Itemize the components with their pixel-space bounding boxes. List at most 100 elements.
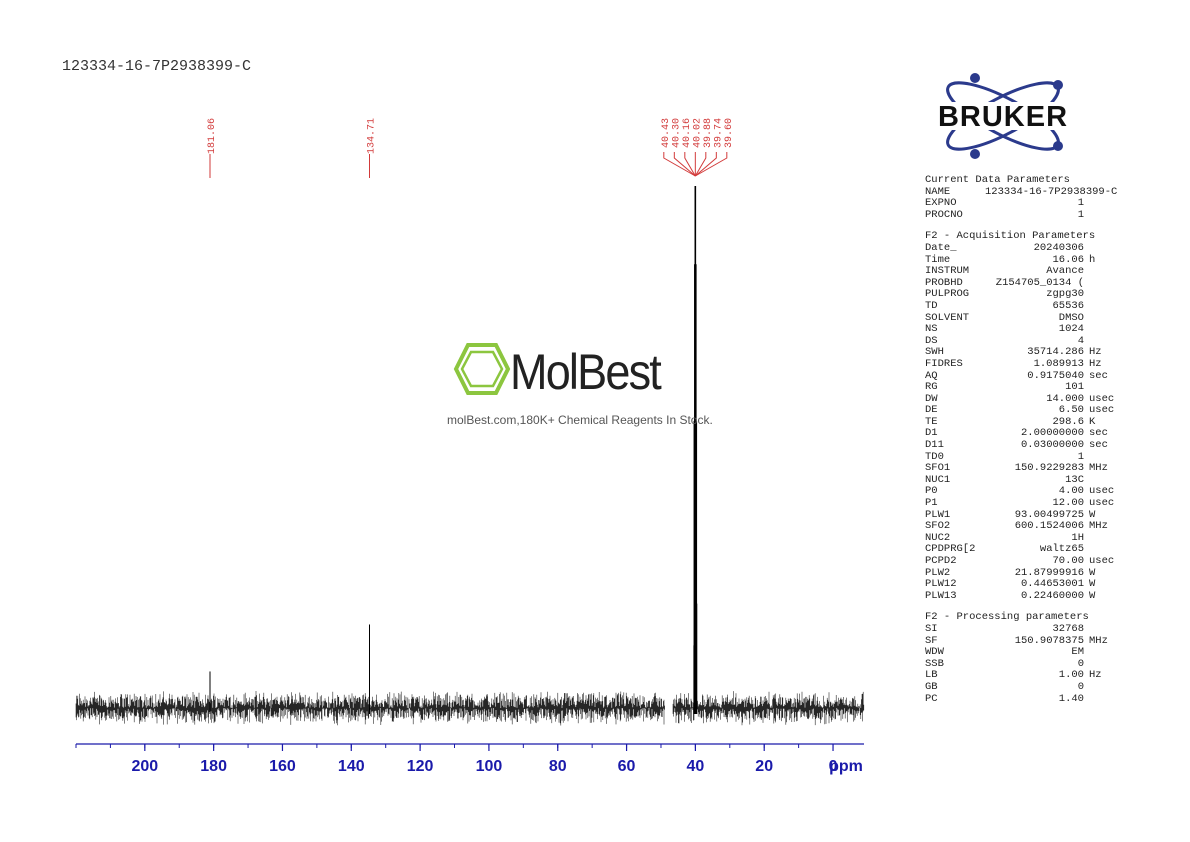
param-name: FIDRES <box>925 357 963 370</box>
acquisition-parameters: F2 - Acquisition Parameters Date_ 2024030… <box>925 231 1135 602</box>
param-value: 298.6 <box>1052 415 1084 428</box>
x-tick-label: 120 <box>407 758 434 775</box>
peak-label-40.16: 40.16 <box>682 118 693 148</box>
param-row-nuc2: NUC2 1H <box>925 531 1135 545</box>
param-row-wdw: WDW EM <box>925 647 1135 659</box>
param-unit <box>1084 647 1129 659</box>
param-name: NUC2 <box>925 531 951 544</box>
current-data-parameters: Current Data Parameters NAME 123334-16-7P… <box>925 174 1135 222</box>
acquisition-parameters-panel: Current Data Parameters NAME 123334-16-7P… <box>925 174 1135 715</box>
param-value: 20240306 <box>1033 241 1084 254</box>
param-value: 1 <box>1077 450 1084 463</box>
param-row-ns: NS 1024 <box>925 324 1135 336</box>
param-value: 0 <box>1077 680 1084 693</box>
param-name: TD0 <box>925 450 944 463</box>
peak-label-39.74: 39.74 <box>713 118 724 148</box>
param-unit <box>1084 382 1129 394</box>
param-row-probhd: PROBHD Z154705_0134 ( <box>925 276 1135 290</box>
param-name: AQ <box>925 369 938 382</box>
param-unit: Hz <box>1089 346 1102 359</box>
param-row-solvent: SOLVENT DMSO <box>925 312 1135 325</box>
param-unit: sec <box>1089 427 1108 440</box>
param-unit: W <box>1089 566 1096 579</box>
param-name: LB <box>925 669 938 682</box>
param-row-cpdprg-2: CPDPRG[2 waltz65 <box>925 544 1135 556</box>
param-row-ds: DS 4 <box>925 334 1135 348</box>
param-name: TE <box>925 415 938 428</box>
param-name: DS <box>925 334 938 347</box>
param-value: 101 <box>1065 381 1084 394</box>
param-row-si: SI 32768 <box>925 622 1135 636</box>
param-unit <box>1084 243 1129 255</box>
param-row-time: Time 16.06 h <box>925 253 1135 267</box>
param-row-date-: Date_ 20240306 <box>925 241 1135 255</box>
param-row-p1: P1 12.00 usec <box>925 497 1135 510</box>
param-value: 0.44653001 <box>1020 578 1084 591</box>
param-value: Z154705_0134 ( <box>995 276 1084 289</box>
x-tick-label: 40 <box>686 758 704 775</box>
param-row-de: DE 6.50 usec <box>925 405 1135 417</box>
param-value: 4.00 <box>1058 485 1084 498</box>
peak-labels: 181.06 134.71 40.43 40.30 40.16 40.02 39.88 39.… <box>207 118 735 178</box>
param-row-sf: SF 150.9078375 MHz <box>925 634 1135 648</box>
param-name: D1 <box>925 427 938 440</box>
param-name: PLW12 <box>925 578 957 591</box>
param-unit <box>1084 682 1129 694</box>
param-name: SI <box>925 622 938 635</box>
param-unit: usec <box>1089 485 1115 498</box>
param-row-td0: TD0 1 <box>925 450 1135 464</box>
baseline-noise <box>75 691 865 726</box>
processing-parameters: F2 - Processing parameters SI 32768 SF 150.… <box>925 612 1135 705</box>
param-name: SFO1 <box>925 462 951 475</box>
x-tick-label: 160 <box>269 758 296 775</box>
param-value: Avance <box>1046 265 1084 278</box>
param-name: SF <box>925 634 938 647</box>
param-row-swh: SWH 35714.286 Hz <box>925 347 1135 359</box>
param-value: 0 <box>1077 657 1084 670</box>
peak-label-tick <box>694 152 717 177</box>
molbest-logo-text: MolBest <box>510 344 662 400</box>
param-unit: W <box>1089 508 1096 521</box>
param-row-d11: D11 0.03000000 sec <box>925 439 1135 452</box>
param-name: SWH <box>925 346 944 359</box>
peak-label-134.71: 134.71 <box>366 118 377 154</box>
param-name: PULPROG <box>925 288 970 301</box>
param-value: 1 <box>1077 208 1084 221</box>
param-row-gb: GB 0 <box>925 680 1135 694</box>
param-unit: sec <box>1089 439 1108 452</box>
param-name: NUC1 <box>925 473 951 486</box>
param-value: 1.00 <box>1058 669 1084 682</box>
param-value: 65536 <box>1052 299 1084 312</box>
param-value: 4 <box>1077 334 1084 347</box>
param-name: CPDPRG[2 <box>925 543 976 556</box>
param-unit <box>1084 313 1129 325</box>
x-tick-label: 100 <box>476 758 503 775</box>
peak-label-tick <box>694 152 707 177</box>
peak-label-tick <box>684 152 696 177</box>
param-value: 16.06 <box>1052 253 1084 266</box>
param-name: DE <box>925 404 938 417</box>
param-unit <box>1084 210 1129 222</box>
param-value: 14.000 <box>1046 392 1084 405</box>
param-name: PROBHD <box>925 276 963 289</box>
param-value: 1.089913 <box>1033 357 1084 370</box>
param-unit <box>1084 624 1129 636</box>
param-row-p0: P0 4.00 usec <box>925 486 1135 498</box>
param-name: RG <box>925 381 938 394</box>
param-value: 0.9175040 <box>1027 369 1084 382</box>
param-row-nuc1: NUC1 13C <box>925 473 1135 487</box>
param-unit: W <box>1089 589 1096 602</box>
param-value: 150.9229283 <box>1014 462 1084 475</box>
param-name: PCPD2 <box>925 555 957 567</box>
peak-label-40.02: 40.02 <box>692 118 703 148</box>
param-row-sfo2: SFO2 600.1524006 MHz <box>925 521 1135 533</box>
molbest-logo-icon: MolBest <box>453 343 664 400</box>
param-unit: sec <box>1089 369 1108 382</box>
param-name: PC <box>925 692 938 705</box>
param-value: 1.40 <box>1058 692 1084 705</box>
param-unit: h <box>1089 253 1096 266</box>
param-name: PROCNO <box>925 208 963 221</box>
param-unit <box>1084 301 1129 313</box>
param-name: Date_ <box>925 241 957 254</box>
param-name: PLW1 <box>925 508 951 521</box>
